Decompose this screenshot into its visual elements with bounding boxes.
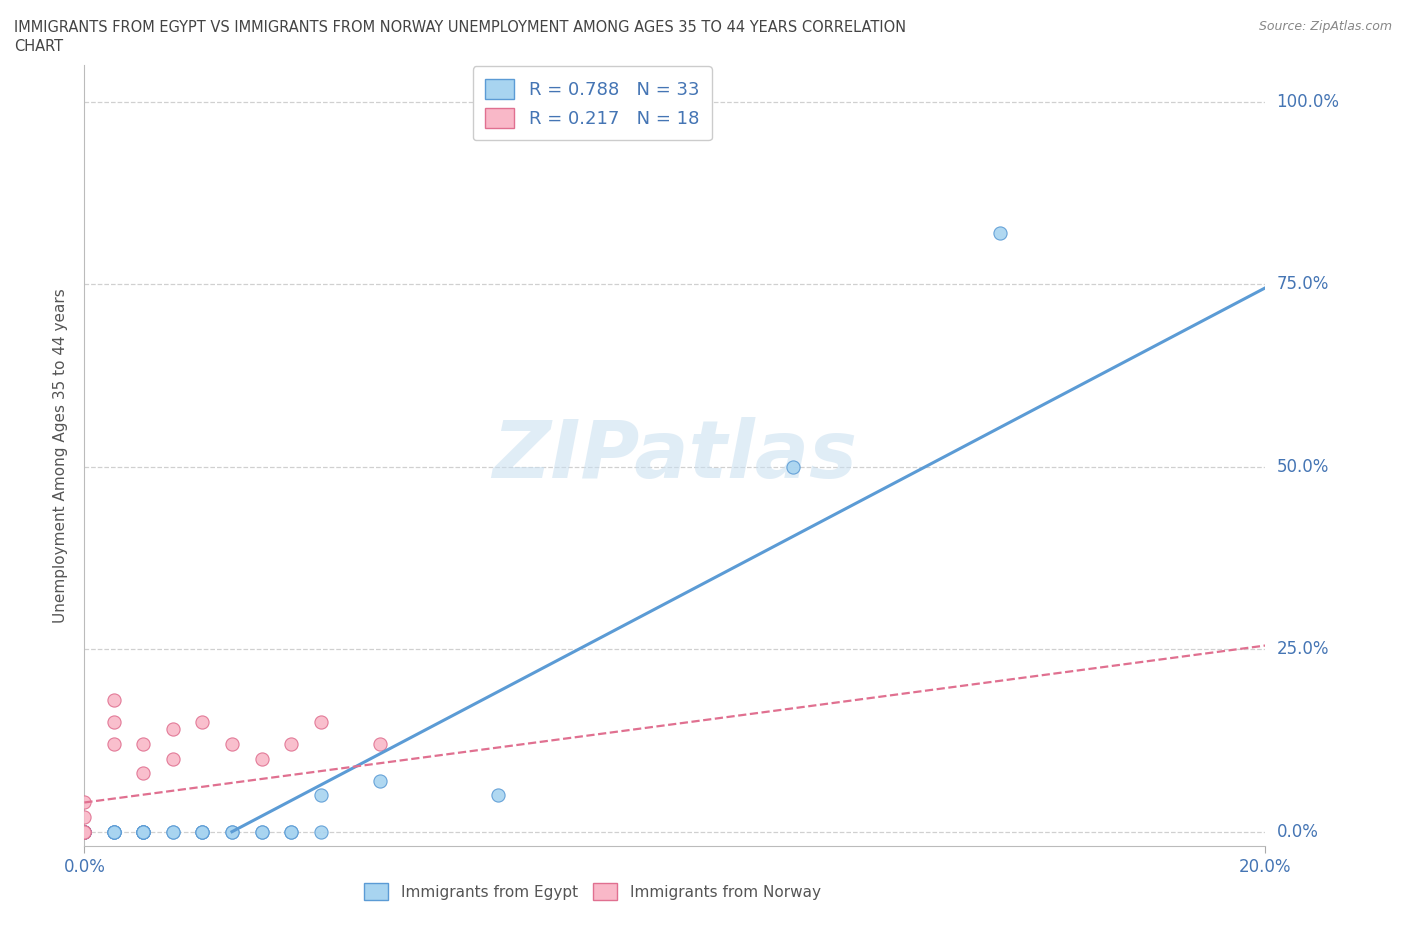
Point bbox=[486, 788, 509, 803]
Point bbox=[73, 824, 96, 839]
Text: 50.0%: 50.0% bbox=[1277, 458, 1329, 475]
Point bbox=[250, 751, 273, 766]
Point bbox=[782, 459, 804, 474]
Text: 25.0%: 25.0% bbox=[1277, 640, 1329, 658]
Point bbox=[191, 824, 214, 839]
Point bbox=[132, 824, 155, 839]
Text: IMMIGRANTS FROM EGYPT VS IMMIGRANTS FROM NORWAY UNEMPLOYMENT AMONG AGES 35 TO 44: IMMIGRANTS FROM EGYPT VS IMMIGRANTS FROM… bbox=[14, 20, 907, 35]
Legend: Immigrants from Egypt, Immigrants from Norway: Immigrants from Egypt, Immigrants from N… bbox=[354, 874, 830, 909]
Point bbox=[280, 737, 302, 751]
Point bbox=[368, 737, 391, 751]
Text: 75.0%: 75.0% bbox=[1277, 275, 1329, 293]
Point bbox=[221, 737, 243, 751]
Text: CHART: CHART bbox=[14, 39, 63, 54]
Point bbox=[309, 824, 332, 839]
Point bbox=[103, 824, 125, 839]
Point bbox=[73, 824, 96, 839]
Point bbox=[162, 722, 184, 737]
Point bbox=[132, 765, 155, 780]
Y-axis label: Unemployment Among Ages 35 to 44 years: Unemployment Among Ages 35 to 44 years bbox=[53, 288, 69, 623]
Point bbox=[221, 824, 243, 839]
Point bbox=[73, 824, 96, 839]
Point bbox=[162, 824, 184, 839]
Point bbox=[73, 795, 96, 810]
Point bbox=[368, 773, 391, 788]
Point bbox=[103, 824, 125, 839]
Point bbox=[191, 824, 214, 839]
Point bbox=[250, 824, 273, 839]
Point bbox=[191, 824, 214, 839]
Point bbox=[73, 824, 96, 839]
Point bbox=[73, 824, 96, 839]
Point bbox=[988, 226, 1011, 241]
Point bbox=[191, 715, 214, 730]
Point bbox=[132, 824, 155, 839]
Text: ZIPatlas: ZIPatlas bbox=[492, 417, 858, 495]
Point bbox=[280, 824, 302, 839]
Point bbox=[103, 824, 125, 839]
Point bbox=[132, 824, 155, 839]
Point bbox=[250, 824, 273, 839]
Text: 0.0%: 0.0% bbox=[1277, 823, 1319, 841]
Point bbox=[280, 824, 302, 839]
Point bbox=[73, 824, 96, 839]
Text: 100.0%: 100.0% bbox=[1277, 93, 1340, 111]
Text: Source: ZipAtlas.com: Source: ZipAtlas.com bbox=[1258, 20, 1392, 33]
Point bbox=[132, 737, 155, 751]
Point bbox=[103, 737, 125, 751]
Point bbox=[132, 824, 155, 839]
Point bbox=[162, 824, 184, 839]
Point bbox=[309, 715, 332, 730]
Point bbox=[103, 824, 125, 839]
Point bbox=[309, 788, 332, 803]
Point bbox=[221, 824, 243, 839]
Point bbox=[103, 715, 125, 730]
Point bbox=[73, 824, 96, 839]
Point bbox=[73, 824, 96, 839]
Point bbox=[132, 824, 155, 839]
Point bbox=[73, 824, 96, 839]
Point bbox=[73, 824, 96, 839]
Point bbox=[103, 693, 125, 708]
Point bbox=[162, 751, 184, 766]
Point bbox=[73, 810, 96, 825]
